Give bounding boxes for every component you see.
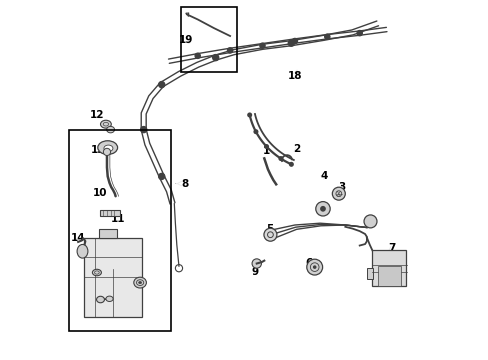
Text: 17: 17	[127, 276, 142, 286]
Text: 4: 4	[319, 171, 327, 181]
Circle shape	[320, 206, 325, 212]
Ellipse shape	[106, 126, 114, 133]
Circle shape	[212, 55, 218, 60]
Bar	[371, 250, 406, 286]
Text: 16: 16	[86, 291, 101, 301]
Text: 8: 8	[176, 179, 188, 189]
Bar	[100, 210, 120, 216]
Text: 5: 5	[265, 224, 273, 234]
Ellipse shape	[98, 141, 117, 154]
Circle shape	[288, 162, 293, 167]
Text: 1: 1	[262, 146, 269, 156]
Text: 19: 19	[179, 35, 193, 45]
Circle shape	[227, 48, 232, 53]
Ellipse shape	[101, 120, 111, 128]
Circle shape	[306, 259, 322, 275]
Circle shape	[315, 202, 329, 216]
Text: 3: 3	[337, 182, 345, 192]
Circle shape	[278, 156, 283, 161]
Circle shape	[195, 53, 200, 58]
Circle shape	[288, 40, 294, 46]
Circle shape	[253, 129, 258, 134]
Circle shape	[246, 112, 252, 117]
Text: 13: 13	[90, 145, 104, 155]
Bar	[69, 130, 171, 331]
Text: 6: 6	[305, 258, 312, 268]
Text: 9: 9	[251, 267, 258, 277]
Ellipse shape	[77, 244, 88, 258]
Ellipse shape	[139, 282, 141, 284]
Bar	[181, 7, 237, 72]
Text: 18: 18	[287, 70, 302, 81]
Circle shape	[292, 39, 297, 44]
Bar	[99, 229, 117, 238]
Circle shape	[260, 43, 264, 48]
Circle shape	[158, 174, 164, 179]
Bar	[377, 266, 400, 286]
Circle shape	[356, 31, 362, 36]
Ellipse shape	[134, 277, 146, 288]
Circle shape	[264, 228, 276, 241]
Text: 12: 12	[89, 110, 104, 120]
Circle shape	[363, 215, 376, 228]
Ellipse shape	[106, 296, 113, 302]
Ellipse shape	[92, 269, 101, 276]
Text: 14: 14	[71, 233, 85, 243]
Text: 7: 7	[387, 243, 395, 253]
Text: 2: 2	[292, 144, 300, 154]
Circle shape	[251, 259, 261, 268]
Circle shape	[324, 34, 329, 39]
Circle shape	[332, 187, 345, 200]
Bar	[84, 238, 142, 317]
Circle shape	[141, 127, 146, 132]
Text: 15: 15	[84, 265, 99, 275]
Bar	[366, 268, 373, 279]
Circle shape	[158, 82, 164, 87]
Text: 10: 10	[92, 188, 107, 198]
Circle shape	[103, 148, 110, 156]
Circle shape	[264, 144, 268, 149]
Text: 11: 11	[110, 213, 125, 224]
Circle shape	[312, 265, 316, 269]
Ellipse shape	[96, 296, 104, 303]
Ellipse shape	[104, 145, 113, 152]
